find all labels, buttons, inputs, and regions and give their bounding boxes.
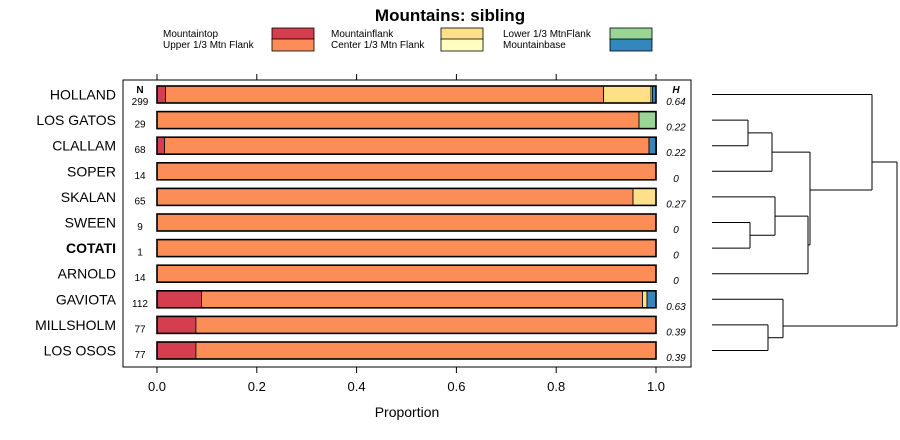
- bar-segment-skalan-upper-1-3-mtn-flank: [156, 187, 634, 206]
- bar-outline-sween: [156, 213, 657, 232]
- bar-outline-millsholm: [156, 315, 657, 335]
- legend-swatch-upper-1-3-mtn-flank: [271, 38, 315, 52]
- chart-title: Mountains: sibling: [375, 6, 525, 25]
- x-tick-label-1: 0.2: [248, 379, 266, 394]
- n-value-skalan: 65: [134, 196, 146, 207]
- bar-segment-holland-mountainflank: [603, 85, 652, 104]
- bar-segment-clallam-upper-1-3-mtn-flank: [164, 136, 650, 155]
- h-value-holland: 0.64: [666, 97, 686, 108]
- bar-segment-los-gatos-upper-1-3-mtn-flank: [156, 111, 640, 129]
- n-value-cotati: 1: [137, 248, 143, 259]
- bar-segment-skalan-mountainflank: [632, 187, 657, 206]
- row-label-clallam: CLALLAM: [52, 138, 116, 154]
- row-label-arnold: ARNOLD: [58, 266, 116, 282]
- h-value-clallam: 0.22: [666, 148, 686, 159]
- n-value-arnold: 14: [134, 273, 146, 284]
- legend-label-mountainbase: Mountainbase: [503, 40, 566, 51]
- bar-outline-clallam: [156, 136, 657, 155]
- legend-swatch-lower-1-3-mtnflank: [609, 27, 653, 41]
- bar-outline-holland: [156, 85, 657, 104]
- h-value-arnold: 0: [673, 276, 679, 287]
- n-value-gaviota: 112: [132, 299, 148, 310]
- h-values: 0.64 0.22 0.22 0 0.27 0 0 0 0.63 0.39 0.39: [666, 97, 686, 364]
- bar-segment-gaviota-mountainflank: [642, 290, 648, 309]
- row-label-sween: SWEEN: [65, 215, 116, 231]
- row-label-los-gatos: LOS GATOS: [36, 112, 116, 128]
- legend-swatch-center-1-3-mtn-flank: [440, 38, 484, 52]
- h-value-cotati: 0: [673, 251, 679, 262]
- row-labels: HOLLAND LOS GATOS CLALLAM SOPER SKALAN SWEEN C…: [35, 87, 117, 359]
- dendrogram: [712, 94, 898, 351]
- bar-segment-arnold-upper-1-3-mtn-flank: [156, 264, 657, 283]
- legend-label-mountaintop: Mountaintop: [163, 29, 218, 40]
- bar-segment-gaviota-mountainbase: [646, 290, 657, 309]
- x-tick-label-2: 0.4: [348, 379, 366, 394]
- legend-label-lower-1-3-mtnflank: Lower 1/3 MtnFlank: [503, 29, 592, 40]
- bar-segment-sween-upper-1-3-mtn-flank: [156, 213, 657, 232]
- legend-label-mountainflank: Mountainflank: [331, 29, 394, 40]
- x-tick-label-0: 0.0: [148, 379, 166, 394]
- bar-outline-los-osos: [156, 341, 657, 360]
- h-value-gaviota: 0.63: [666, 302, 686, 313]
- bar-segment-soper-upper-1-3-mtn-flank: [156, 162, 657, 181]
- n-value-clallam: 68: [134, 145, 146, 156]
- n-value-holland: 299: [132, 97, 149, 108]
- x-axis: 0.0 0.2 0.4 0.6 0.8 1.0: [148, 74, 665, 394]
- row-label-skalan: SKALAN: [61, 189, 116, 205]
- x-tick-label-4: 0.8: [547, 379, 565, 394]
- h-column-header: H: [672, 85, 680, 96]
- legend-label-upper-1-3-mtn-flank: Upper 1/3 Mtn Flank: [163, 40, 255, 51]
- legend-label-center-1-3-mtn-flank: Center 1/3 Mtn Flank: [331, 40, 425, 51]
- row-label-holland: HOLLAND: [50, 87, 116, 103]
- bar-segment-clallam-mountaintop: [156, 136, 165, 155]
- n-value-millsholm: 77: [134, 324, 146, 335]
- plot-frame: [122, 79, 692, 368]
- bar-segment-holland-mountaintop: [156, 85, 166, 104]
- h-value-millsholm: 0.39: [666, 327, 686, 338]
- bar-segment-cotati-upper-1-3-mtn-flank: [156, 239, 657, 258]
- h-value-sween: 0: [673, 225, 679, 236]
- h-value-skalan: 0.27: [666, 199, 686, 210]
- bar-segment-millsholm-mountaintop: [156, 315, 197, 334]
- row-label-gaviota: GAVIOTA: [56, 291, 117, 307]
- bar-segment-gaviota-upper-1-3-mtn-flank: [201, 290, 643, 309]
- n-value-los-gatos: 29: [134, 120, 146, 131]
- bars: [156, 85, 657, 360]
- x-tick-label-5: 1.0: [647, 379, 665, 394]
- bar-segment-los-osos-upper-1-3-mtn-flank: [195, 341, 657, 360]
- x-tick-label-3: 0.6: [447, 379, 465, 394]
- legend-swatch-mountaintop: [271, 27, 315, 41]
- bar-segment-los-gatos-lower-1-3-mtnflank: [638, 111, 657, 129]
- n-values: 299 29 68 14 65 9 1 14 112 77 77: [132, 97, 149, 361]
- n-value-soper: 14: [134, 171, 146, 182]
- n-value-los-osos: 77: [134, 350, 146, 361]
- bar-segment-los-osos-mountaintop: [156, 341, 197, 360]
- h-value-los-gatos: 0.22: [666, 123, 686, 134]
- legend-swatch-mountainflank: [440, 27, 484, 41]
- legend-swatch-mountainbase: [609, 38, 653, 52]
- bar-segment-millsholm-upper-1-3-mtn-flank: [195, 315, 657, 334]
- bar-outline-los-gatos: [156, 110, 657, 130]
- x-axis-title: Proportion: [375, 404, 440, 420]
- bar-segment-holland-upper-1-3-mtn-flank: [165, 85, 605, 104]
- h-value-soper: 0: [673, 174, 679, 185]
- row-label-cotati: COTATI: [66, 240, 116, 256]
- bar-outline-arnold: [156, 264, 657, 284]
- row-label-los-osos: LOS OSOS: [44, 343, 116, 359]
- row-label-millsholm: MILLSHOLM: [35, 317, 116, 333]
- bar-segment-gaviota-mountaintop: [156, 290, 202, 309]
- row-label-soper: SOPER: [67, 163, 116, 179]
- bar-outline-skalan: [156, 187, 657, 207]
- bar-outline-gaviota: [156, 289, 657, 309]
- n-column-header: N: [136, 85, 143, 96]
- h-value-los-osos: 0.39: [666, 353, 686, 364]
- bar-outline-soper: [156, 162, 657, 181]
- n-value-sween: 9: [137, 222, 143, 233]
- bar-outline-cotati: [156, 238, 657, 258]
